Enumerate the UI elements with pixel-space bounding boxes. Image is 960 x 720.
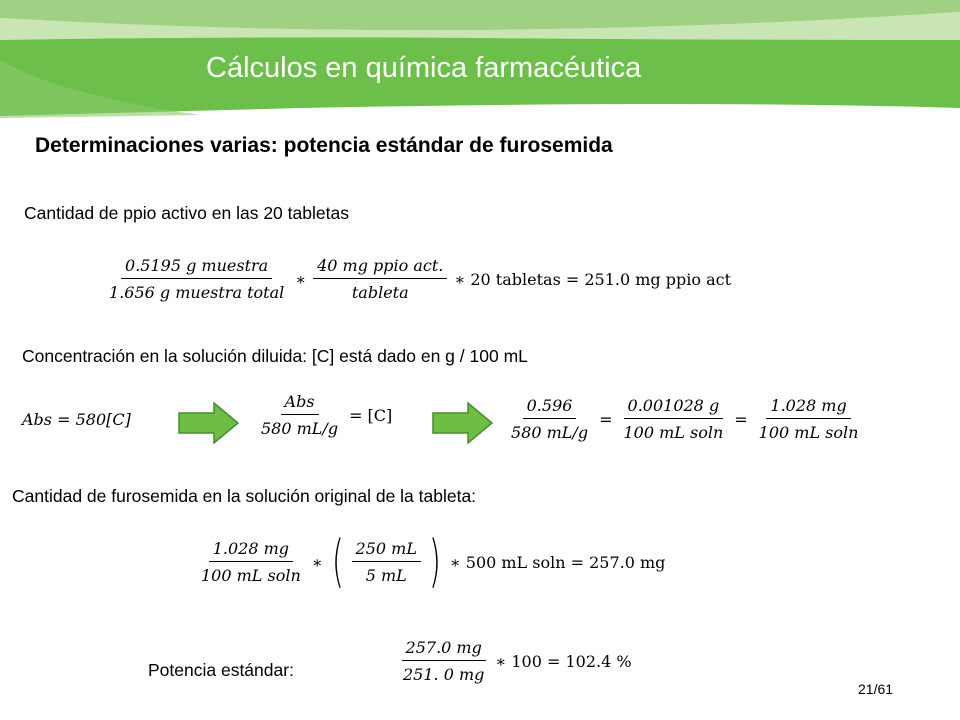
equation-active-ingredient: 0.5195 g muestra 1.656 g muestra total ∗… (102, 256, 735, 302)
section2-heading: Concentración en la solución diluida: [C… (22, 346, 528, 366)
potency-label: Potencia estándar: (148, 660, 294, 680)
page-number: 21/61 (858, 681, 894, 697)
section3-heading: Cantidad de furosemida en la solución or… (12, 486, 477, 506)
fraction-sample-ratio: 0.5195 g muestra 1.656 g muestra total (109, 256, 285, 302)
slide-subtitle: Determinaciones varias: potencia estánda… (35, 134, 613, 157)
section1-heading: Cantidad de ppio activo en las 20 tablet… (24, 203, 349, 223)
fraction-mg-per-tablet: 40 mg ppio act. tableta (313, 256, 448, 302)
equation-solve-c: Abs 580 mL/g = [C] (261, 392, 393, 438)
arrow-right-icon (432, 402, 494, 444)
title-banner (0, 0, 960, 118)
banner-light-wave (0, 12, 960, 40)
banner-top-wave (0, 0, 960, 31)
banner-left-swoosh (0, 60, 200, 118)
banner-main-band (0, 37, 960, 117)
slide-title: Cálculos en química farmacéutica (206, 52, 642, 84)
equation-beer-law: Abs = 580[C] (22, 410, 131, 429)
equation-concentration: 0.596 580 mL/g = 0.001028 g 100 mL soln … (511, 396, 859, 442)
equation-potency: 257.0 mg 251. 0 mg ∗ 100 = 102.4 % (401, 638, 632, 684)
arrow-right-icon (178, 402, 240, 444)
equation-tail: ∗ 20 tabletas = 251.0 mg ppio act (454, 269, 731, 289)
equation-tablet-amount: 1.028 mg 100 mL soln ∗ ( 250 mL 5 mL ) ∗… (201, 529, 666, 594)
